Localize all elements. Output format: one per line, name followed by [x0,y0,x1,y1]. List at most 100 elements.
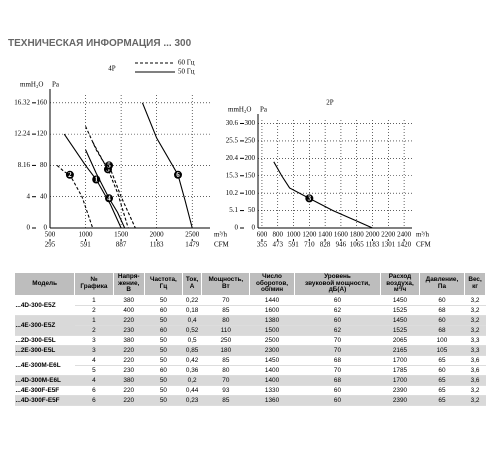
x-tick-label: 2200 [381,231,396,239]
table-cell: 380 [113,295,145,307]
table-cell: 0,4 [182,315,202,327]
table-cell: 0,5 [182,335,202,347]
model-cell: ...4D-300-E5Z [14,295,75,317]
y2-tick-label: 100 [245,189,256,197]
table-cell: 3,6 [464,375,486,387]
column-header: Вес, кг [464,271,486,297]
table-cell: 50 [144,335,183,347]
table-cell: 68 [294,355,381,367]
table-cell: 1600 [249,305,295,317]
y2-tick-label: 150 [245,171,256,179]
page-title: ТЕХНИЧЕСКАЯ ИНФОРМАЦИЯ ... 300 [8,38,192,49]
table-cell: 1400 [249,365,295,377]
table-cell: 1 [74,315,114,327]
x-tick-label: 1400 [318,231,333,239]
y2-tick-label: 160 [37,98,48,106]
model-cell: ...4D-300M-E6L [14,375,75,387]
table-cell: 2 [74,305,114,317]
table-cell: 0,42 [182,355,202,367]
y-tick-label: 4 [27,192,31,200]
table-cell: 1525 [380,325,420,337]
table-cell: 3,3 [464,345,486,357]
table-cell: 60 [144,365,183,377]
table-cell: 3,2 [464,385,486,397]
table-row: ...2D-300-E5L 3 380 50 0,5 250 2500 70 2065 100 3,… [14,335,486,347]
table-row: ...4D-300F-E5F 6 220 50 0,23 85 1360 60 2390 65 3,… [14,395,486,407]
table-cell: 1785 [380,365,420,377]
table-cell: 50 [144,375,183,387]
y2-tick-label: 80 [40,161,48,169]
x2-tick-label: 295 [45,241,56,249]
curve [85,126,129,229]
y-tick-label: 25.5 [226,137,239,145]
table-cell: 80 [201,315,250,327]
table-cell: 60 [419,315,465,327]
table-cell: 1380 [249,315,295,327]
table-cell: 4 [74,355,114,367]
table-cell: 1400 [249,375,295,387]
x-tick-label: 1200 [302,231,317,239]
table-cell: 180 [201,345,250,357]
table-cell: 70 [294,335,381,347]
table-cell: 68 [419,325,465,337]
table-cell: 380 [113,375,145,387]
table-cell: 60 [294,315,381,327]
y2-tick-label: 250 [245,137,256,145]
model-cell: ...4E-300-E5Z [14,315,75,337]
x-tick-label: 500 [45,231,56,239]
table-cell: 0,22 [182,295,202,307]
x-tick-label: 800 [272,231,283,239]
y2-tick-label: 120 [37,130,48,138]
table-cell: 85 [201,355,250,367]
table-cell: 380 [113,335,145,347]
table-cell: 5 [74,365,114,377]
table-cell: 3,2 [464,305,486,317]
table-cell: 85 [201,395,250,407]
table-cell: 1450 [380,295,420,307]
table-cell: 1500 [249,325,295,337]
table-cell: 2390 [380,385,420,397]
table-cell: 68 [419,305,465,317]
y2-tick-label: 300 [245,119,256,127]
table-cell: 1360 [249,395,295,407]
y-tick-label: 8.16 [18,161,31,169]
table-cell: 50 [144,315,183,327]
x2-tick-label: 1065 [350,241,365,249]
table-cell: 2300 [249,345,295,357]
y-tick-label: 10.2 [226,189,239,197]
legend-label: 50 Гц [178,68,195,76]
table-cell: 6 [74,385,114,397]
y2-tick-label: 50 [248,206,256,214]
column-header: Напря- жение, В [112,271,145,297]
table-row: 2 230 60 0,52 110 1500 62 1525 68 3,2 [15,325,486,337]
table-cell: 0,52 [182,325,202,337]
table-cell: 62 [294,305,381,317]
x2-tick-label: 1183 [150,241,164,249]
table-row: ...4E-300F-E5F 6 220 50 0,44 93 1330 60 2390 65 3,… [14,385,486,397]
table-cell: 3,2 [464,315,486,327]
curve-label: 1 [94,176,98,184]
table-cell: 4 [74,375,114,387]
chart-title: 4P [108,65,116,73]
curve-label: 5 [107,162,111,170]
table-cell: 70 [201,295,250,307]
table-cell: 62 [294,325,381,337]
table-cell: 68 [294,375,381,387]
table-cell: 6 [74,395,114,407]
header-row: Модель № Графика Напря- жение, В Частота, Г… [13,271,486,297]
y-tick-label: 16.32 [14,98,30,106]
column-header: № Графика [74,271,114,297]
table-cell: 60 [419,295,465,307]
chart-title: 2P [326,99,334,107]
y-axis-label: mmH₂O [228,106,251,114]
table-cell: 1 [74,295,114,307]
column-header: Модель [13,271,76,297]
x2-tick-label: 591 [288,241,299,249]
curve-marker [105,194,114,203]
x2-tick-label: 946 [336,241,347,249]
table-cell: 80 [201,365,250,377]
table-cell: 2165 [380,345,420,357]
table-cell: 3 [74,335,114,347]
y-tick-label: 15.3 [226,171,239,179]
